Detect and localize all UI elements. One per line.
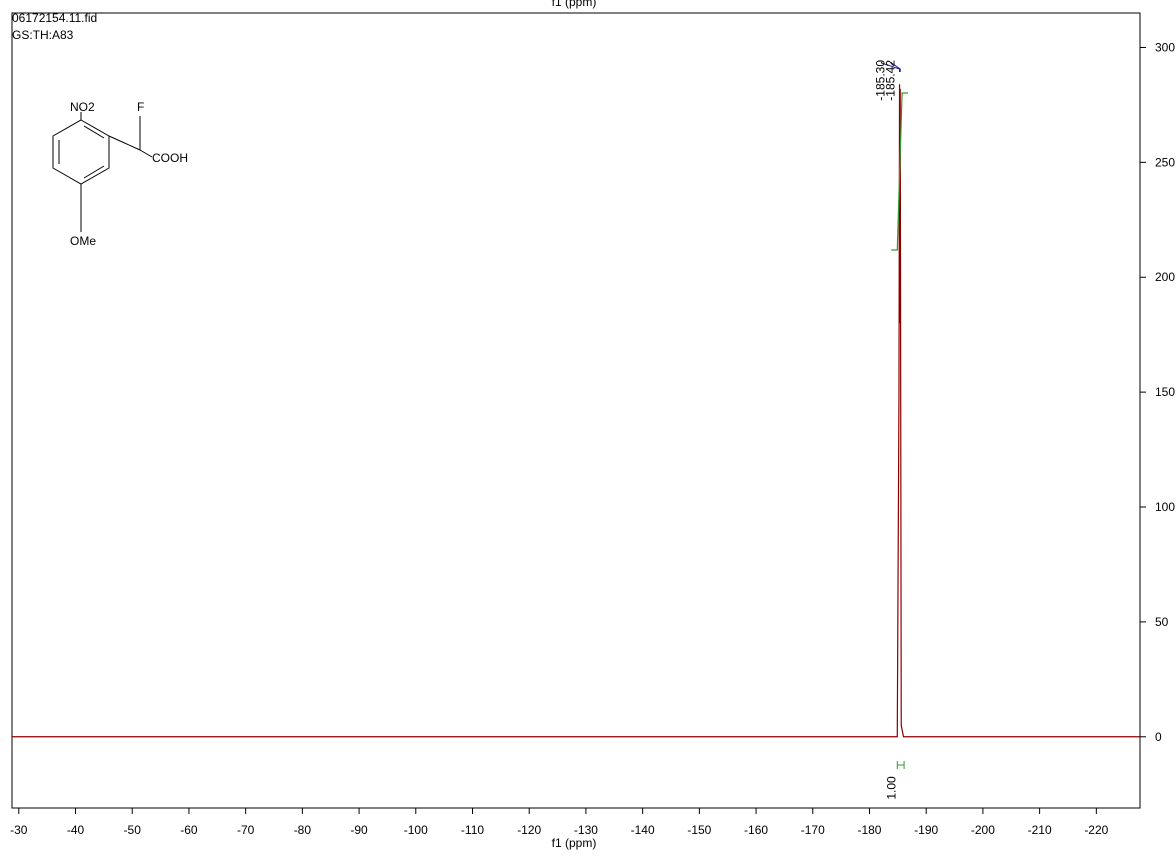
integral-curve: [891, 92, 909, 251]
x-tick-label: -180: [857, 823, 881, 837]
y-tick-label: 150: [1155, 385, 1175, 399]
x-tick-label: -100: [404, 823, 428, 837]
structure-label: OMe: [70, 234, 96, 248]
integral-label: 1.00: [885, 776, 899, 800]
chart-subtitle: GS:TH:A83: [12, 28, 74, 42]
x-tick-label: -220: [1084, 823, 1108, 837]
x-tick-label: -60: [180, 823, 198, 837]
x-tick-label: -120: [517, 823, 541, 837]
structure: [52, 112, 153, 232]
peak-label: -185.30: [874, 60, 888, 101]
x-tick-label: -110: [461, 823, 484, 837]
y-tick-label: 300: [1155, 40, 1175, 54]
x-tick-label: -170: [801, 823, 825, 837]
y-tick-label: 50: [1155, 615, 1169, 629]
peak-leader: [891, 62, 901, 72]
y-tick-label: 100: [1155, 500, 1175, 514]
chart-title: 06172154.11.fid: [12, 11, 97, 25]
top-axis-label: f1 (ppm): [552, 0, 597, 9]
x-tick-label: -70: [237, 823, 255, 837]
x-tick-label: -130: [574, 823, 598, 837]
x-axis-label: f1 (ppm): [552, 836, 597, 850]
x-tick-label: -190: [914, 823, 938, 837]
y-tick-label: 250: [1155, 155, 1175, 169]
structure-label: COOH: [152, 151, 188, 165]
x-tick-label: -90: [350, 823, 368, 837]
x-tick-label: -140: [631, 823, 655, 837]
y-tick-label: 0: [1155, 730, 1162, 744]
x-tick-label: -210: [1028, 823, 1052, 837]
x-tick-label: -50: [124, 823, 142, 837]
x-tick-label: -80: [294, 823, 312, 837]
plot-frame: [11, 12, 1141, 809]
structure-label: F: [137, 100, 144, 114]
y-tick-label: 200: [1155, 270, 1175, 284]
spectrum-line: [12, 84, 1140, 738]
peak-label: -185.42: [884, 60, 898, 101]
x-tick-label: -150: [687, 823, 711, 837]
x-tick-label: -30: [10, 823, 28, 837]
x-tick-label: -160: [744, 823, 768, 837]
x-tick-label: -40: [67, 823, 85, 837]
x-tick-label: -200: [971, 823, 995, 837]
integral-bracket: [896, 761, 905, 769]
structure-label: NO2: [70, 100, 95, 114]
peak-leader: [881, 62, 901, 72]
